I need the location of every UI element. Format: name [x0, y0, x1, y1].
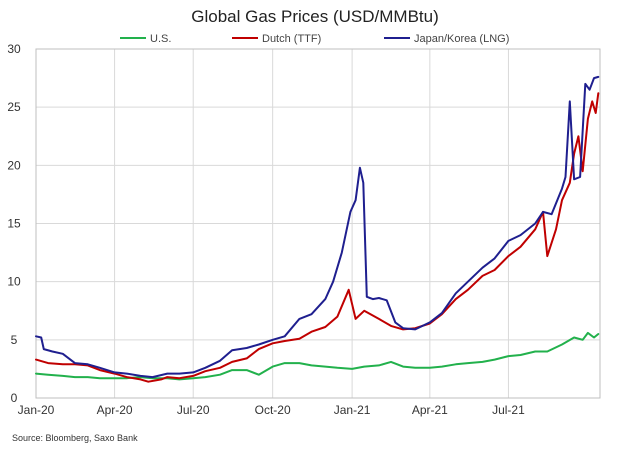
- y-tick-label: 15: [7, 217, 21, 231]
- legend-label-1: Dutch (TTF): [262, 33, 321, 45]
- y-tick-label: 5: [11, 333, 18, 347]
- x-tick-label: Jul-20: [177, 403, 210, 417]
- y-tick-label: 30: [7, 42, 21, 56]
- legend-label-2: Japan/Korea (LNG): [414, 33, 509, 45]
- y-tick-label: 25: [7, 100, 21, 114]
- x-tick-label: Oct-20: [255, 403, 291, 417]
- x-tick-label: Jan-20: [18, 403, 55, 417]
- y-axis-ticks: 0 5 10 15 20 25 30: [7, 42, 21, 405]
- y-tick-label: 10: [7, 275, 21, 289]
- legend-label-0: U.S.: [150, 33, 171, 45]
- series-lines: [35, 75, 600, 383]
- x-tick-label: Apr-21: [412, 403, 448, 417]
- x-tick-label: Jul-21: [492, 403, 525, 417]
- grid-lines: [35, 48, 601, 399]
- chart-title: Global Gas Prices (USD/MMBtu): [191, 7, 439, 26]
- source-note: Source: Bloomberg, Saxo Bank: [12, 433, 138, 443]
- x-tick-label: Apr-20: [97, 403, 133, 417]
- y-tick-label: 20: [7, 158, 21, 172]
- plot-area-border: [35, 48, 601, 399]
- x-tick-label: Jan-21: [334, 403, 371, 417]
- series-line-2: [35, 75, 600, 379]
- series-line-1: [35, 92, 600, 383]
- y-tick-label: 0: [11, 391, 18, 405]
- x-axis-ticks: Jan-20 Apr-20 Jul-20 Oct-20 Jan-21 Apr-21 Jul-…: [18, 403, 525, 417]
- chart-legend: U.S. Dutch (TTF) Japan/Korea (LNG): [120, 33, 509, 45]
